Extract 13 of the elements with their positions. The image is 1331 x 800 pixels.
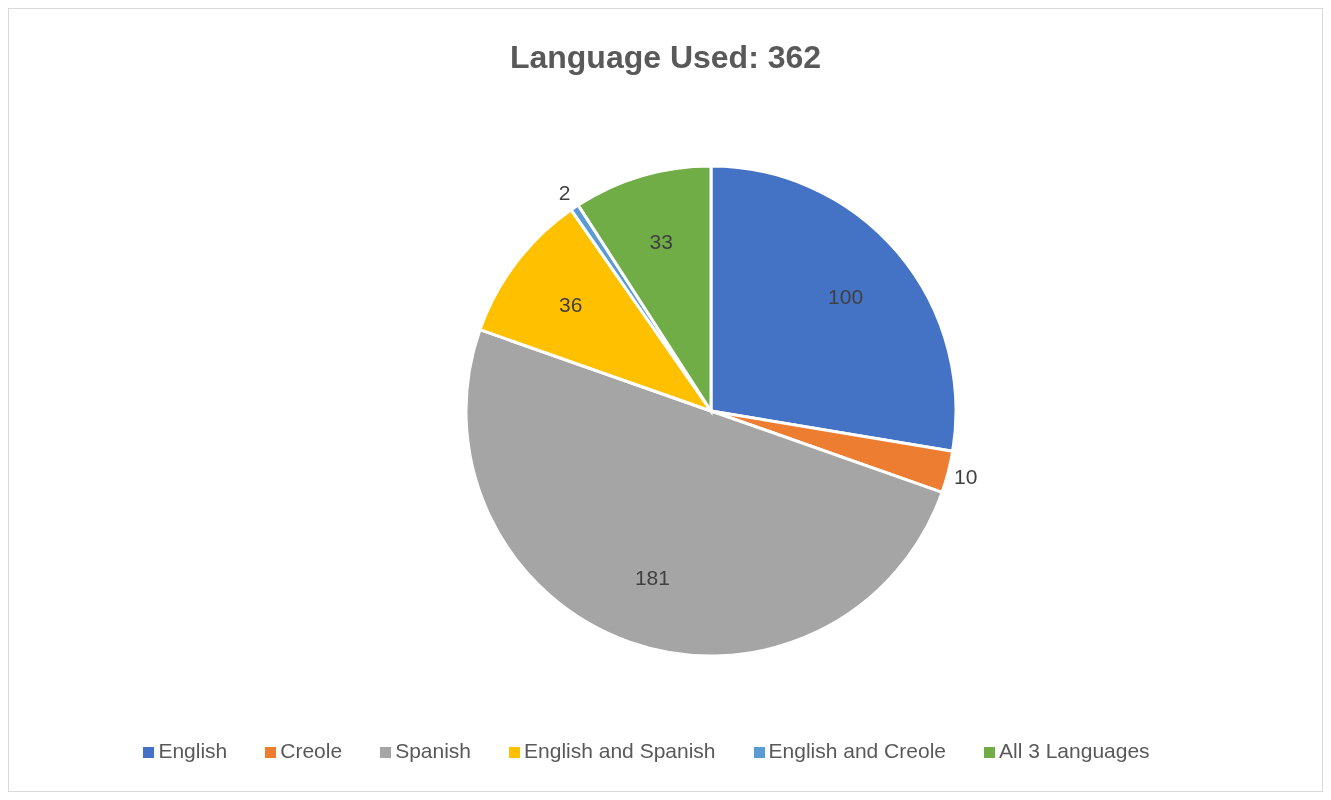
- legend-label: Creole: [280, 739, 343, 762]
- data-label: 10: [954, 464, 978, 488]
- legend-label: All 3 Languages: [998, 739, 1150, 762]
- data-label: 181: [634, 565, 670, 589]
- legend-label: English and Creole: [768, 739, 946, 762]
- data-label: 36: [558, 292, 583, 316]
- legend-label: Spanish: [395, 739, 472, 762]
- data-label: 2: [558, 180, 571, 204]
- data-label: 100: [828, 285, 864, 309]
- legend-label: English: [158, 739, 228, 762]
- legend-label: English and Spanish: [524, 739, 716, 762]
- chart-title: Language Used: 362: [508, 39, 823, 76]
- data-label: 33: [649, 230, 673, 254]
